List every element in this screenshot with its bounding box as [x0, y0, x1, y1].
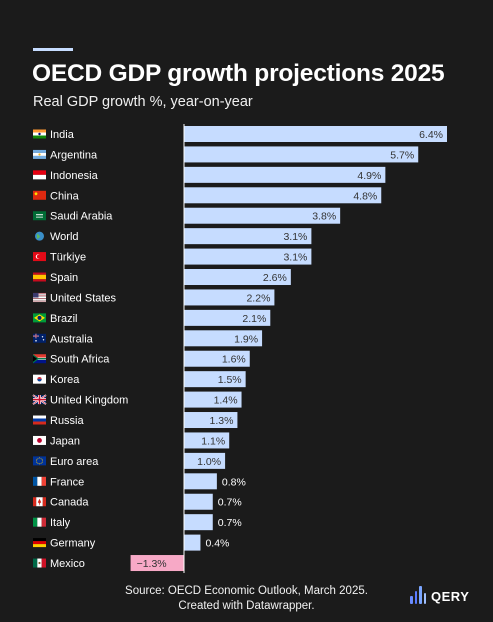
- spain-flag-icon: [33, 272, 46, 282]
- united-kingdom-flag-icon: [32, 394, 47, 405]
- brazil-flag-icon: [33, 313, 46, 323]
- value-label: 1.4%: [214, 395, 238, 407]
- bar: [184, 473, 217, 490]
- japan-flag-icon: [33, 435, 46, 445]
- bar: [184, 371, 246, 388]
- indonesia-flag-icon: [33, 170, 46, 180]
- australia-flag-icon: [33, 333, 46, 343]
- value-label: 1.0%: [197, 456, 221, 468]
- bar: [184, 269, 291, 286]
- bar-chart: India 6.4% Argentina 5.7% Indonesia 4.9% China…: [32, 124, 447, 574]
- value-label: 1.6%: [222, 354, 246, 366]
- category-label: Indonesia: [50, 170, 99, 182]
- bar: [184, 228, 312, 245]
- category-label: Brazil: [50, 313, 78, 325]
- argentina-flag-icon: [33, 149, 46, 159]
- united-states-flag-icon: [33, 292, 46, 303]
- bar: [184, 514, 213, 531]
- value-label: 2.2%: [246, 292, 270, 304]
- russia-flag-icon: [33, 415, 46, 425]
- italy-flag-icon: [33, 517, 46, 527]
- india-flag-icon: [33, 129, 46, 139]
- bar: [184, 350, 250, 367]
- category-label: Russia: [50, 415, 85, 427]
- category-label: United States: [50, 292, 117, 304]
- value-label: 2.6%: [263, 272, 287, 284]
- bar: [184, 412, 238, 429]
- china-flag-icon: [33, 190, 46, 200]
- category-label: Euro area: [50, 456, 99, 468]
- category-label: Saudi Arabia: [50, 211, 113, 223]
- category-label: China: [50, 190, 80, 202]
- bar: [184, 309, 271, 326]
- bar: [184, 391, 242, 408]
- source-note: Source: OECD Economic Outlook, March 202…: [0, 584, 493, 614]
- category-label: Argentina: [50, 149, 98, 161]
- bar: [184, 493, 213, 510]
- value-label: 4.9%: [357, 170, 381, 182]
- value-label: 1.3%: [209, 415, 233, 427]
- bar: [184, 248, 312, 265]
- value-label: 3.1%: [283, 252, 307, 264]
- euro-area-flag-icon: [33, 456, 46, 466]
- credit-line: Created with Datawrapper.: [178, 600, 315, 612]
- france-flag-icon: [33, 476, 46, 486]
- value-label: 0.8%: [222, 476, 246, 488]
- value-label: 5.7%: [390, 149, 414, 161]
- bar: [130, 555, 184, 572]
- value-label: 6.4%: [419, 129, 443, 141]
- category-label: Mexico: [50, 558, 85, 570]
- category-label: Italy: [50, 517, 71, 529]
- bar: [184, 126, 447, 142]
- value-label: 2.1%: [242, 313, 266, 325]
- category-label: France: [50, 476, 84, 488]
- bar: [184, 166, 386, 183]
- bar: [184, 432, 230, 449]
- category-label: Korea: [50, 374, 80, 386]
- value-label: 1.5%: [218, 374, 242, 386]
- category-label: Canada: [50, 497, 89, 509]
- bar: [184, 289, 275, 306]
- value-label: 1.9%: [234, 333, 258, 345]
- title-accent-line: [33, 48, 73, 51]
- korea-flag-icon: [33, 374, 46, 384]
- turkiye-flag-icon: [33, 252, 46, 262]
- value-label: 1.1%: [201, 435, 225, 447]
- chart-title: OECD GDP growth projections 2025: [32, 60, 445, 87]
- value-label: 0.4%: [205, 538, 229, 550]
- category-label: Türkiye: [50, 252, 86, 264]
- value-label: 4.8%: [353, 190, 377, 202]
- value-label: −1.3%: [137, 558, 167, 570]
- value-label: 0.7%: [218, 497, 242, 509]
- category-label: United Kingdom: [50, 395, 128, 407]
- category-label: World: [50, 231, 79, 243]
- brand-bars-icon: [410, 586, 426, 604]
- bar: [184, 207, 341, 224]
- value-label: 3.1%: [283, 231, 307, 243]
- south-africa-flag-icon: [33, 354, 46, 364]
- saudi-arabia-flag-icon: [33, 211, 46, 221]
- chart-subtitle: Real GDP growth %, year-on-year: [33, 94, 253, 110]
- category-label: South Africa: [50, 354, 110, 366]
- bar: [184, 187, 382, 204]
- bar: [184, 534, 201, 551]
- category-label: Germany: [50, 538, 96, 550]
- bar: [184, 330, 263, 347]
- value-label: 3.8%: [312, 211, 336, 223]
- value-label: 0.7%: [218, 517, 242, 529]
- germany-flag-icon: [33, 538, 46, 548]
- category-label: India: [50, 129, 75, 141]
- mexico-flag-icon: [33, 558, 46, 568]
- canada-flag-icon: [33, 497, 46, 507]
- category-label: Australia: [50, 333, 94, 345]
- brand-name: QERY: [431, 589, 470, 604]
- brand-logo: QERY: [410, 586, 469, 604]
- bar: [184, 146, 419, 163]
- category-label: Japan: [50, 435, 80, 447]
- category-label: Spain: [50, 272, 78, 284]
- world-globe-icon: [35, 231, 44, 241]
- bar: [184, 452, 226, 469]
- source-line: Source: OECD Economic Outlook, March 202…: [125, 585, 368, 597]
